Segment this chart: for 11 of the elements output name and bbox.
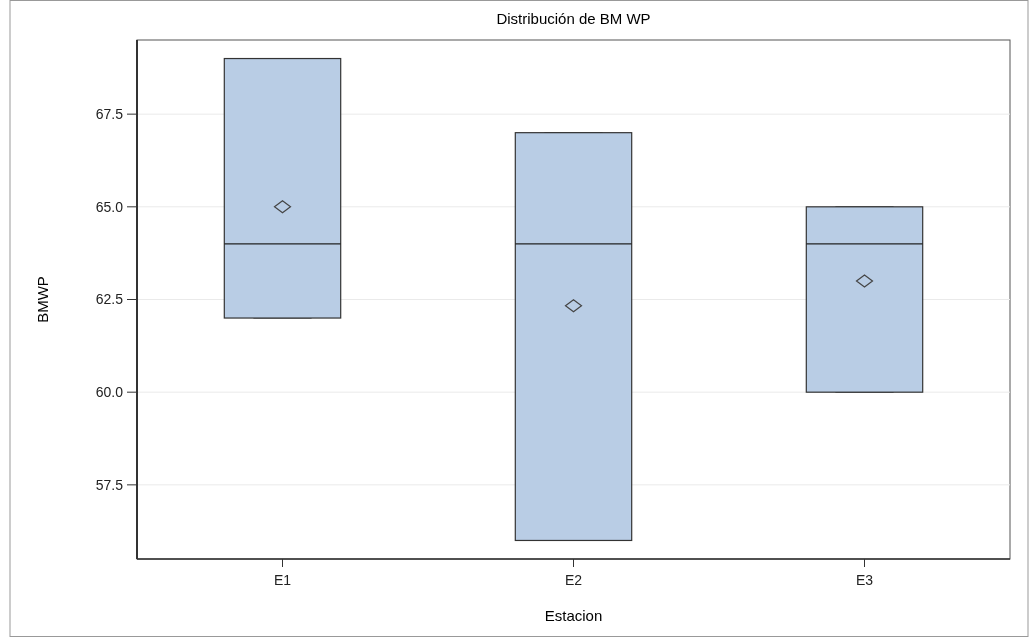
y-tick-label: 57.5 — [95, 476, 124, 493]
x-tick-label: E1 — [273, 572, 292, 588]
y-tick-label: 67.5 — [95, 106, 124, 123]
x-tick-label: E2 — [564, 572, 583, 588]
y-tick-label: 60.0 — [95, 384, 124, 401]
x-axis-title: Estacion — [544, 607, 603, 624]
x-tick-label: E3 — [855, 572, 874, 588]
y-tick-label: 65.0 — [95, 198, 124, 215]
y-axis-title: BMWP — [34, 276, 51, 323]
chart-title: Distribución de BM WP — [496, 10, 651, 27]
y-tick-label: 62.5 — [95, 291, 124, 308]
